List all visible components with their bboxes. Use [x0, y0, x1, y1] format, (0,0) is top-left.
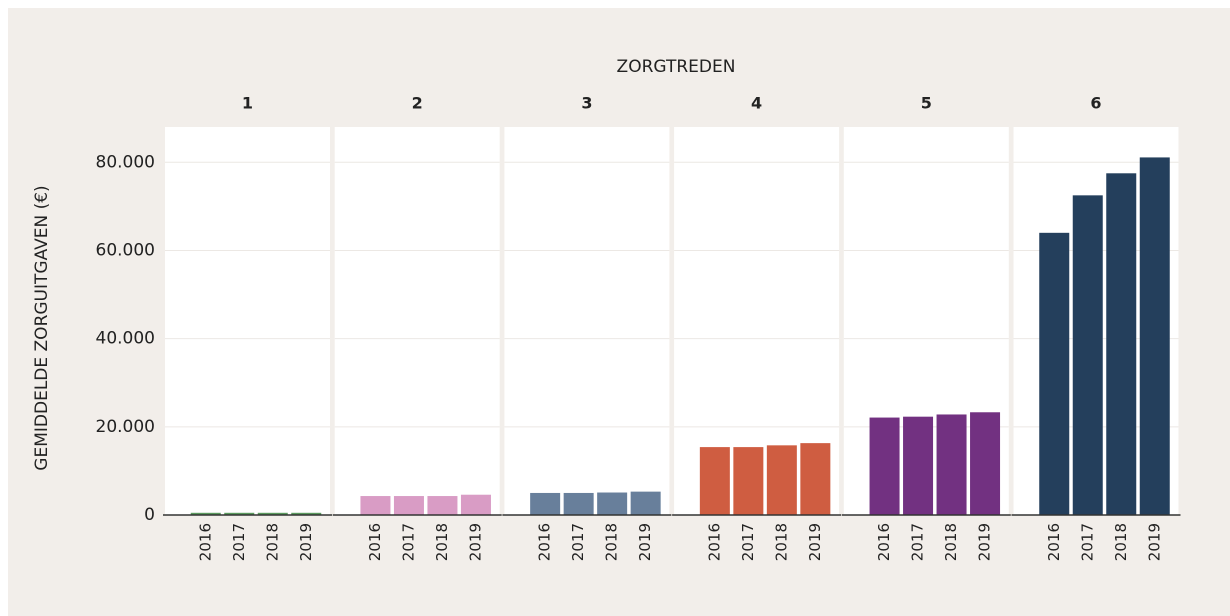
bar — [800, 443, 831, 515]
x-tick-label: 2018 — [263, 523, 281, 561]
bar — [530, 492, 561, 515]
x-tick-label: 2017 — [1078, 523, 1096, 561]
panel — [334, 127, 500, 515]
bar — [1139, 157, 1170, 515]
bar — [427, 496, 458, 515]
panel-title: 3 — [581, 94, 592, 113]
x-tick-label: 2017 — [739, 523, 757, 561]
bar — [257, 512, 288, 515]
x-tick-label: 2019 — [466, 523, 484, 561]
x-tick-label: 2016 — [366, 523, 384, 561]
bar — [970, 412, 1001, 515]
panel-title: 5 — [921, 94, 932, 113]
bar — [597, 492, 628, 515]
panel-title: 1 — [242, 94, 253, 113]
y-tick-label: 0 — [144, 505, 155, 525]
x-tick-label: 2018 — [1112, 523, 1130, 561]
bar — [393, 496, 424, 515]
x-tick-label: 2019 — [1145, 523, 1163, 561]
bar — [936, 414, 967, 515]
x-tick-label: 2019 — [806, 523, 824, 561]
panel-title: 6 — [1090, 94, 1101, 113]
panel-title: 2 — [412, 94, 423, 113]
y-tick-label: 40.000 — [96, 329, 155, 349]
chart-title: ZORGTREDEN — [617, 57, 736, 77]
y-tick-label: 60.000 — [96, 240, 155, 260]
bar — [291, 512, 322, 515]
bar — [1106, 173, 1137, 515]
x-tick-label: 2018 — [942, 523, 960, 561]
x-tick-label: 2017 — [569, 523, 587, 561]
bar — [766, 445, 797, 515]
x-tick-label: 2017 — [230, 523, 248, 561]
bar — [630, 491, 661, 515]
x-tick-label: 2019 — [976, 523, 994, 561]
x-tick-label: 2018 — [772, 523, 790, 561]
panel-title: 4 — [751, 94, 762, 113]
bar — [190, 512, 221, 515]
x-tick-label: 2019 — [636, 523, 654, 561]
bar — [699, 447, 730, 515]
x-tick-label: 2017 — [909, 523, 927, 561]
bar — [903, 416, 934, 515]
bar — [869, 417, 900, 515]
panel — [504, 127, 670, 515]
bar — [460, 494, 491, 515]
y-tick-label: 20.000 — [96, 417, 155, 437]
bar — [224, 512, 255, 515]
x-tick-label: 2016 — [536, 523, 554, 561]
bar — [563, 492, 594, 515]
x-tick-label: 2019 — [297, 523, 315, 561]
x-tick-label: 2017 — [399, 523, 417, 561]
bar — [733, 447, 764, 515]
y-axis-label: GEMIDDELDE ZORGUITGAVEN (€) — [32, 185, 52, 470]
bar — [1072, 195, 1103, 515]
bar — [1039, 232, 1070, 515]
x-tick-label: 2018 — [603, 523, 621, 561]
x-tick-label: 2016 — [196, 523, 214, 561]
panel — [165, 127, 330, 515]
x-tick-label: 2016 — [705, 523, 723, 561]
x-tick-label: 2016 — [1045, 523, 1063, 561]
bar — [360, 496, 391, 515]
x-tick-label: 2016 — [875, 523, 893, 561]
x-tick-label: 2018 — [433, 523, 451, 561]
y-tick-label: 80.000 — [96, 152, 155, 172]
